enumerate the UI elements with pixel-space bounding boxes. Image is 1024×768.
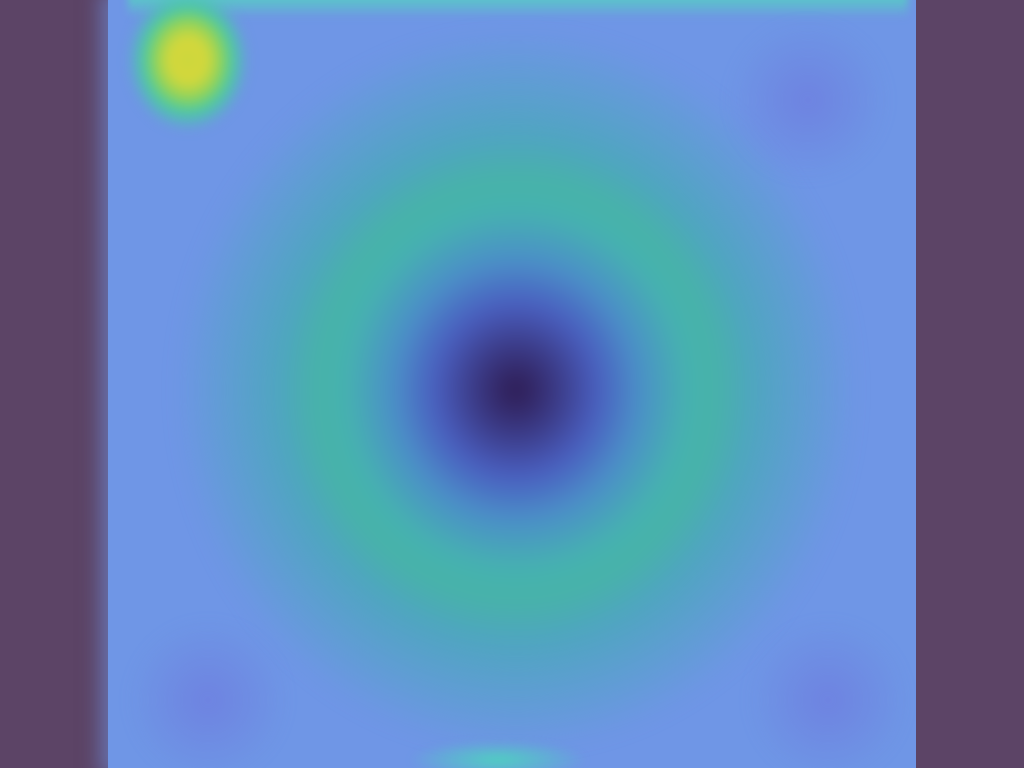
corner-shade-top-right <box>728 20 888 180</box>
right-margin-band <box>916 0 1024 768</box>
hot-spot <box>116 0 266 150</box>
corner-shade-bottom-right <box>748 620 908 768</box>
heat-field <box>108 0 916 768</box>
bottom-edge-glow <box>408 740 588 768</box>
left-margin-band <box>0 0 108 768</box>
corner-shade-bottom-left <box>128 620 288 768</box>
radial-ring <box>108 0 916 768</box>
top-edge-glow <box>128 0 908 18</box>
